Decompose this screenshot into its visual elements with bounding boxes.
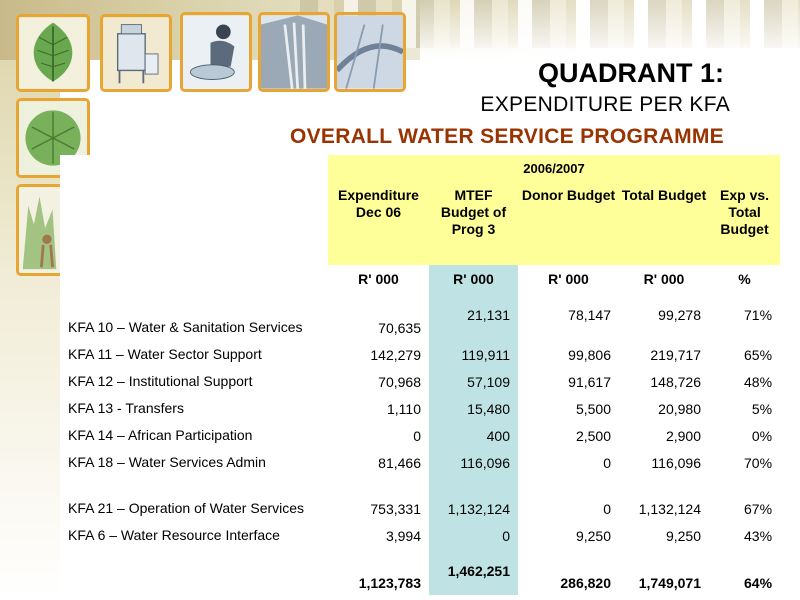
donor-value: 91,617 xyxy=(568,374,611,390)
total-expenditure: 1,123,783 xyxy=(358,575,421,591)
table-row: KFA 21 – Operation of Water Services 753… xyxy=(60,474,780,520)
col-header-mtef: MTEF Budget of Prog 3 xyxy=(429,181,518,265)
total-mtef: 1,462,251 xyxy=(429,547,518,595)
table-row: KFA 10 – Water & Sanitation Services 70,… xyxy=(60,293,780,339)
donor-value: 2,500 xyxy=(575,428,611,444)
units-blank xyxy=(60,265,328,293)
total-value: 1,132,124 xyxy=(638,501,701,517)
col-header-exp-vs-total: Exp vs. Total Budget xyxy=(709,181,781,265)
donor-value: 78,147 xyxy=(568,306,611,323)
donor-value: 0 xyxy=(603,455,611,471)
totals-row: 1,123,783 1,462,251 286,820 1,749,071 64… xyxy=(60,547,780,595)
table-row: KFA 13 - Transfers 1,110 15,480 5,500 20… xyxy=(60,393,780,420)
programme-title: OVERALL WATER SERVICE PROGRAMME xyxy=(289,125,724,148)
total-value: 219,717 xyxy=(650,347,701,363)
kfa-label: KFA 12 – Institutional Support xyxy=(68,373,253,389)
mtef-value: 15,480 xyxy=(429,393,518,420)
col-header-total: Total Budget xyxy=(619,181,709,265)
plant-figure-icon xyxy=(16,184,60,276)
expenditure-value: 1,110 xyxy=(387,401,421,417)
leaf-icon xyxy=(16,14,90,92)
banner-fade xyxy=(420,0,800,60)
water-tank-icon xyxy=(100,14,172,92)
unit-donor: R' 000 xyxy=(548,271,589,287)
total-pct: 64% xyxy=(744,575,773,591)
kfa-label: KFA 21 – Operation of Water Services xyxy=(68,500,305,516)
total-value: 9,250 xyxy=(665,528,701,544)
header-blank xyxy=(60,155,328,181)
mtef-value: 21,131 xyxy=(429,293,518,339)
mtef-value: 116,096 xyxy=(429,447,518,474)
expenditure-value: 753,331 xyxy=(370,501,421,517)
expenditure-value: 70,968 xyxy=(378,374,421,390)
kfa-label: KFA 11 – Water Sector Support xyxy=(68,346,262,362)
table-row: KFA 18 – Water Services Admin 81,466 116… xyxy=(60,447,780,474)
total-value: 148,726 xyxy=(650,374,701,390)
total-donor: 286,820 xyxy=(560,575,611,591)
donor-value: 9,250 xyxy=(575,528,611,544)
expenditure-value: 81,466 xyxy=(378,455,421,471)
pct-value: 0% xyxy=(751,428,773,444)
kfa-label: KFA 13 - Transfers xyxy=(68,400,184,416)
pct-value: 65% xyxy=(744,347,773,363)
unit-total: R' 000 xyxy=(643,271,685,287)
mtef-value: 400 xyxy=(429,420,518,447)
expenditure-value: 3,994 xyxy=(385,528,421,544)
pct-value: 48% xyxy=(744,374,773,390)
table-row: KFA 12 – Institutional Support 70,968 57… xyxy=(60,366,780,393)
total-value: 99,278 xyxy=(658,306,701,323)
total-value: 116,096 xyxy=(651,455,701,471)
mtef-value: 1,132,124 xyxy=(429,474,518,520)
period-header: 2006/2007 xyxy=(328,155,781,181)
unit-pct: % xyxy=(738,271,751,287)
waterfall-icon xyxy=(258,12,330,92)
pct-value: 67% xyxy=(744,501,773,517)
mtef-value: 57,109 xyxy=(429,366,518,393)
unit-mtef: R' 000 xyxy=(429,265,518,293)
expenditure-table-container: 2006/2007 Expenditure Dec 06 MTEF Budget… xyxy=(60,155,781,595)
pipeline-icon xyxy=(334,12,406,92)
donor-value: 99,806 xyxy=(568,347,611,363)
expenditure-value: 70,635 xyxy=(378,320,421,336)
washing-person-icon xyxy=(180,12,252,92)
expenditure-value: 142,279 xyxy=(370,347,421,363)
mtef-value: 0 xyxy=(429,520,518,547)
pct-value: 70% xyxy=(744,455,773,471)
unit-expenditure: R' 000 xyxy=(358,271,399,287)
mtef-value: 119,911 xyxy=(429,339,518,366)
table-row: KFA 14 – African Participation 0 400 2,5… xyxy=(60,420,780,447)
slide-subtitle: EXPENDITURE PER KFA xyxy=(480,93,730,116)
col-header-donor: Donor Budget xyxy=(518,181,619,265)
expenditure-value: 0 xyxy=(413,428,421,444)
kfa-label: KFA 14 – African Participation xyxy=(68,427,253,443)
donor-value: 0 xyxy=(603,501,611,517)
col-header-expenditure: Expenditure Dec 06 xyxy=(328,181,429,265)
kfa-label: KFA 6 – Water Resource Interface xyxy=(68,527,280,543)
pct-value: 71% xyxy=(744,306,773,323)
donor-value: 5,500 xyxy=(575,401,611,417)
total-budget: 1,749,071 xyxy=(638,575,701,591)
total-value: 20,980 xyxy=(658,401,701,417)
header-blank xyxy=(60,181,328,265)
slide-title: QUADRANT 1: xyxy=(538,58,724,88)
kfa-label: KFA 18 – Water Services Admin xyxy=(68,454,266,470)
pct-value: 5% xyxy=(751,401,773,417)
table-row: KFA 6 – Water Resource Interface 3,994 0… xyxy=(60,520,780,547)
totals-blank xyxy=(60,547,328,595)
table-row: KFA 11 – Water Sector Support 142,279 11… xyxy=(60,339,780,366)
kfa-label: KFA 10 – Water & Sanitation Services xyxy=(68,319,303,335)
pct-value: 43% xyxy=(744,528,773,544)
total-value: 2,900 xyxy=(665,428,701,444)
expenditure-table: 2006/2007 Expenditure Dec 06 MTEF Budget… xyxy=(60,155,781,595)
